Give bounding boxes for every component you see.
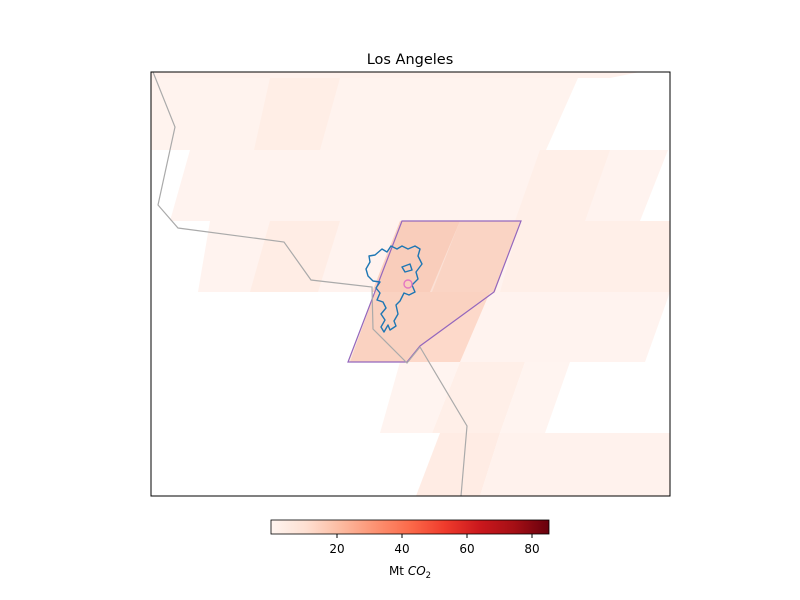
emission-tile bbox=[500, 221, 670, 292]
colorbar-tick-label: 60 bbox=[459, 542, 474, 556]
colorbar-tick-label: 20 bbox=[329, 542, 344, 556]
city-boundary bbox=[365, 245, 423, 333]
map-area bbox=[151, 72, 670, 496]
colorbar-label: Mt CO2 bbox=[389, 564, 431, 581]
emission-tiles bbox=[151, 72, 670, 496]
emission-tile bbox=[460, 292, 670, 362]
emission-tile bbox=[515, 150, 610, 221]
border-line-west bbox=[152, 72, 421, 364]
map-frame bbox=[150, 71, 671, 497]
emission-tile bbox=[432, 221, 520, 292]
emission-tile bbox=[151, 78, 578, 150]
colorbar-gradient bbox=[271, 520, 549, 534]
emission-tile bbox=[372, 221, 460, 292]
emission-tile bbox=[151, 72, 640, 78]
emission-tile bbox=[500, 362, 570, 433]
emission-tile bbox=[416, 433, 500, 496]
colorbar-frame bbox=[270, 519, 550, 535]
map-title: Los Angeles bbox=[367, 52, 454, 68]
emission-tile bbox=[432, 362, 525, 433]
city-center-marker bbox=[403, 279, 413, 289]
emission-tile bbox=[254, 78, 340, 150]
emission-tile bbox=[480, 433, 670, 496]
colorbar: 20 40 60 80 Mt CO2 bbox=[270, 519, 550, 581]
colorbar-tick-label: 80 bbox=[524, 542, 539, 556]
analysis-region bbox=[347, 220, 522, 363]
border-line-south bbox=[419, 346, 468, 496]
colorbar-tick-label: 40 bbox=[394, 542, 409, 556]
